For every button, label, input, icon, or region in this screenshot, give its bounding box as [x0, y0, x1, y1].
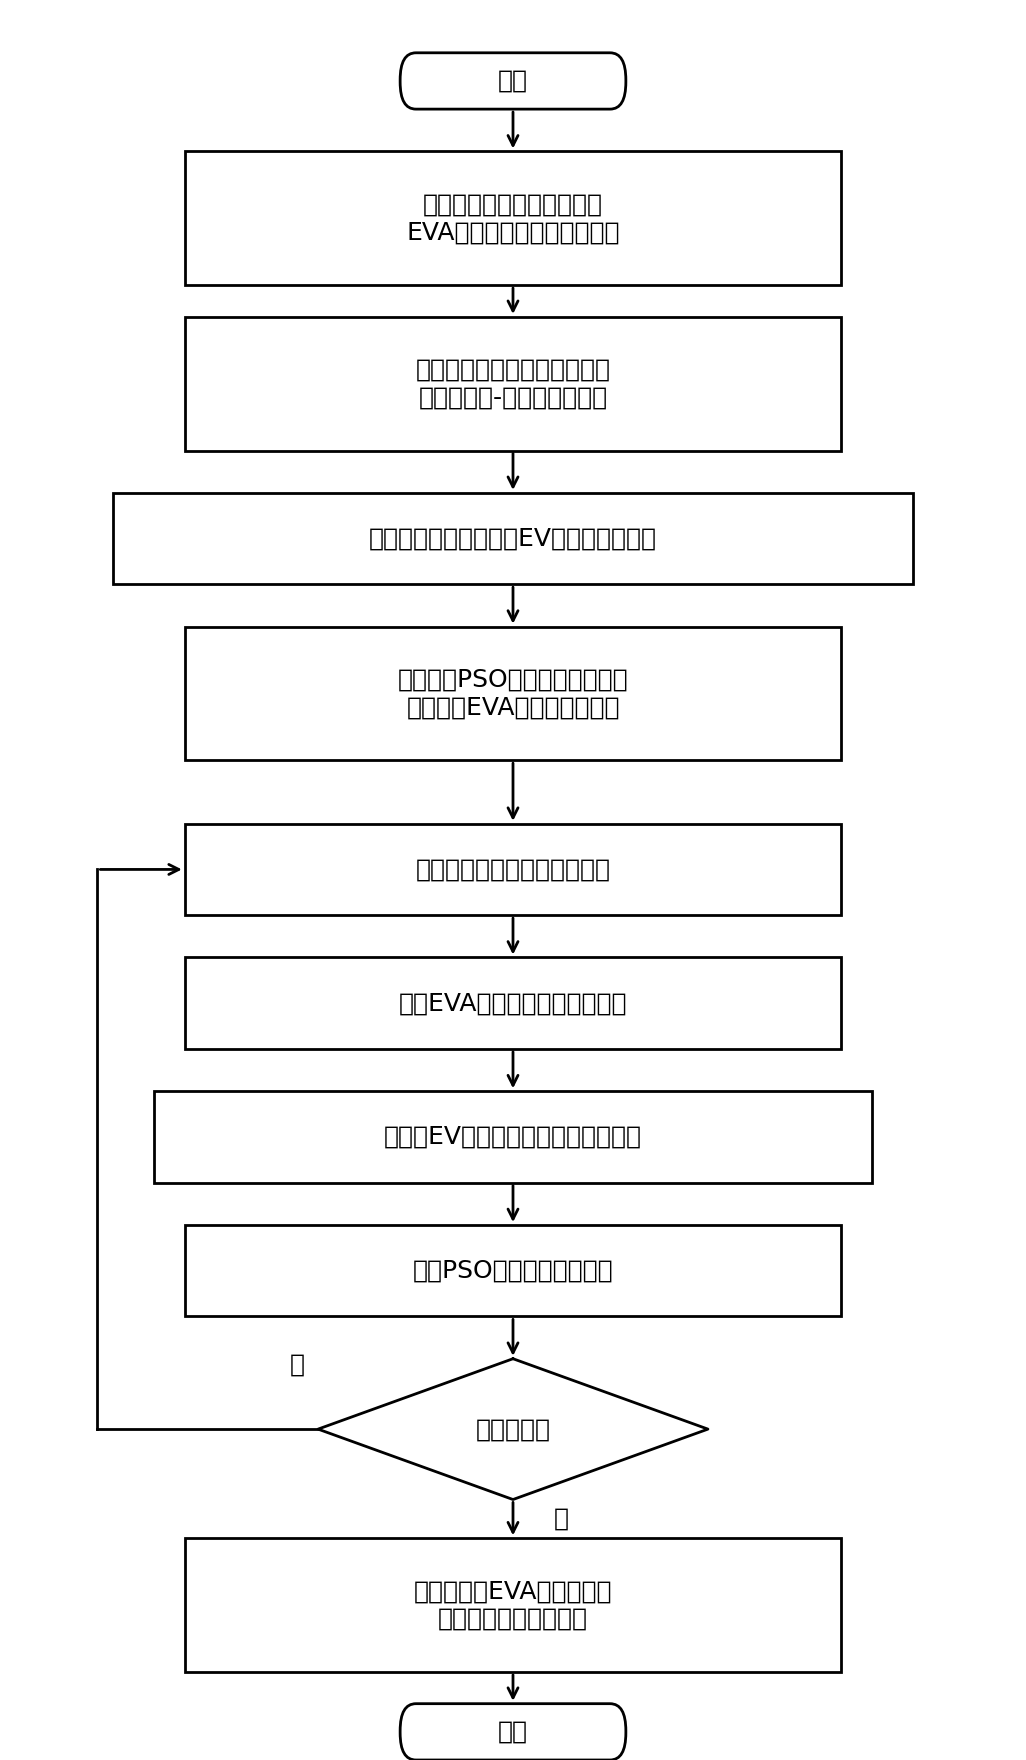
Text: 算例生成：配网架构，EV参数等数据输入: 算例生成：配网架构，EV参数等数据输入 — [369, 526, 657, 551]
Bar — [185, 957, 841, 1049]
Text: 构建考虑可再生能源供电的
EVA配置与运行综合优化模型: 构建考虑可再生能源供电的 EVA配置与运行综合优化模型 — [406, 192, 620, 245]
FancyBboxPatch shape — [400, 1704, 626, 1760]
Bar — [185, 824, 841, 915]
Text: 结束: 结束 — [498, 1720, 528, 1744]
Text: 是: 是 — [554, 1507, 569, 1531]
Text: 是否收敛？: 是否收敛？ — [475, 1417, 551, 1441]
Bar — [185, 317, 841, 451]
FancyBboxPatch shape — [400, 53, 626, 109]
Bar — [185, 627, 841, 760]
Text: 两阶段混合优化算法：将原优
化转化为主-子问题迭代求解: 两阶段混合优化算法：将原优 化转化为主-子问题迭代求解 — [416, 357, 610, 410]
Text: 给定EVA配置参数下求解子问题: 给定EVA配置参数下求解子问题 — [399, 991, 627, 1016]
Text: 计算PSO个体的适应度函数: 计算PSO个体的适应度函数 — [412, 1258, 614, 1283]
Bar — [185, 1538, 841, 1672]
Text: 否: 否 — [290, 1352, 305, 1376]
Bar — [154, 1091, 872, 1183]
Text: 初始化：PSO算法变量范围，收
敛条件；EVA配置限制条件等: 初始化：PSO算法变量范围，收 敛条件；EVA配置限制条件等 — [398, 667, 628, 720]
Text: 开始: 开始 — [498, 69, 528, 93]
Bar — [113, 493, 913, 584]
Polygon shape — [318, 1359, 708, 1500]
Text: 得到各EV的充电计划并检查约束条件: 得到各EV的充电计划并检查约束条件 — [384, 1125, 642, 1149]
Bar — [185, 1225, 841, 1316]
Text: 计算电动汽车聚合器配置参数: 计算电动汽车聚合器配置参数 — [416, 857, 610, 882]
Text: 输出结果：EVA配置和充电
功率优化调度的最优解: 输出结果：EVA配置和充电 功率优化调度的最优解 — [413, 1579, 613, 1632]
Bar — [185, 151, 841, 285]
